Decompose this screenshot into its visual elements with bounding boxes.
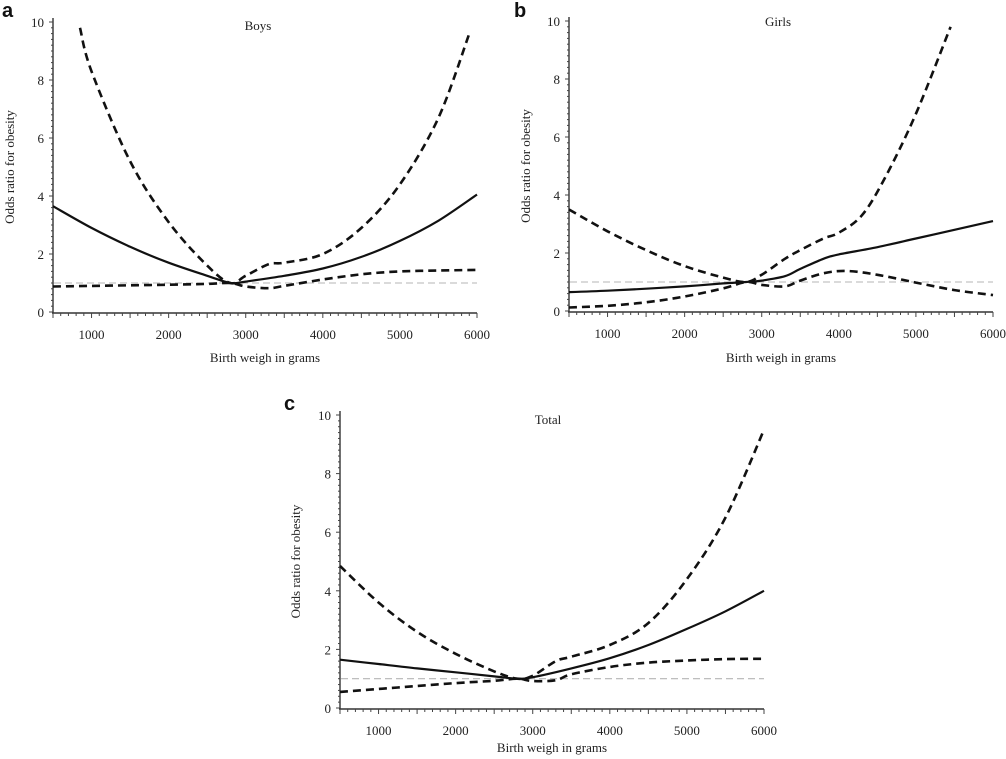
panel-letter: c [284, 393, 295, 415]
y-tick-label: 6 [38, 131, 45, 146]
panel-total: c Total 0 2 4 6 8 10 1000 2000 3000 4000 5000 6000 Bir… [284, 393, 777, 755]
panel-girls: b Girls 0 2 4 6 8 10 1000 2000 3000 4000 5000 6000 Bir… [514, 0, 1006, 365]
series-line-lower-95-ci [568, 269, 994, 309]
series-line-upper-95-ci [339, 429, 766, 681]
x-tick-label: 6000 [464, 327, 490, 342]
x-tick-label: 4000 [597, 723, 623, 738]
y-tick-label: 4 [325, 584, 332, 599]
series-line-upper-95-ci [568, 26, 952, 284]
series-line-odds-ratio [339, 589, 765, 680]
x-tick-label: 5000 [903, 326, 929, 341]
y-tick-label: 10 [547, 14, 560, 29]
x-tick-label: 1000 [595, 326, 621, 341]
x-axis-title: Birth weigh in grams [726, 350, 836, 365]
x-tick-label: 3000 [520, 723, 546, 738]
y-tick-label: 2 [325, 642, 332, 657]
y-tick-label: 0 [554, 304, 561, 319]
x-tick-label: 4000 [310, 327, 336, 342]
y-tick-label: 10 [318, 408, 331, 423]
x-tick-label: 2000 [156, 327, 182, 342]
y-tick-label: 2 [554, 246, 561, 261]
x-tick-label: 5000 [674, 723, 700, 738]
x-tick-label: 6000 [751, 723, 777, 738]
y-tick-label: 8 [325, 467, 332, 482]
x-tick-label: 1000 [79, 327, 105, 342]
panel-title: Boys [245, 18, 272, 33]
x-axis-title: Birth weigh in grams [210, 350, 320, 365]
x-tick-label: 2000 [672, 326, 698, 341]
y-tick-label: 8 [38, 73, 45, 88]
y-tick-label: 4 [38, 189, 45, 204]
y-tick-label: 6 [554, 130, 561, 145]
y-tick-label: 8 [554, 72, 561, 87]
y-tick-label: 0 [38, 305, 45, 320]
y-tick-label: 2 [38, 247, 45, 262]
x-tick-label: 4000 [826, 326, 852, 341]
x-tick-label: 6000 [980, 326, 1006, 341]
x-axis-title: Birth weigh in grams [497, 740, 607, 755]
x-tick-label: 5000 [387, 327, 413, 342]
x-tick-label: 3000 [749, 326, 775, 341]
series-line-lower-95-ci [339, 657, 765, 694]
series-line-lower-95-ci [52, 268, 478, 290]
y-tick-label: 0 [325, 701, 332, 716]
y-axis-title: Odds ratio for obesity [518, 109, 533, 223]
panel-letter: a [2, 0, 14, 22]
panel-letter: b [514, 0, 526, 22]
panel-boys: a Boys 0 2 4 6 8 10 1000 2000 3000 4000 5000 6000 Birt… [2, 0, 490, 365]
series-line-odds-ratio [52, 193, 478, 285]
y-tick-label: 10 [31, 15, 44, 30]
series-line-odds-ratio [568, 220, 994, 294]
series-line-upper-95-ci [78, 27, 471, 285]
x-tick-label: 3000 [233, 327, 259, 342]
y-axis-title: Odds ratio for obesity [288, 504, 303, 618]
y-tick-label: 4 [554, 188, 561, 203]
x-tick-label: 2000 [443, 723, 469, 738]
y-axis-title: Odds ratio for obesity [2, 110, 17, 224]
x-tick-label: 1000 [366, 723, 392, 738]
panel-title: Girls [765, 14, 791, 29]
panel-title: Total [535, 412, 562, 427]
y-tick-label: 6 [325, 525, 332, 540]
